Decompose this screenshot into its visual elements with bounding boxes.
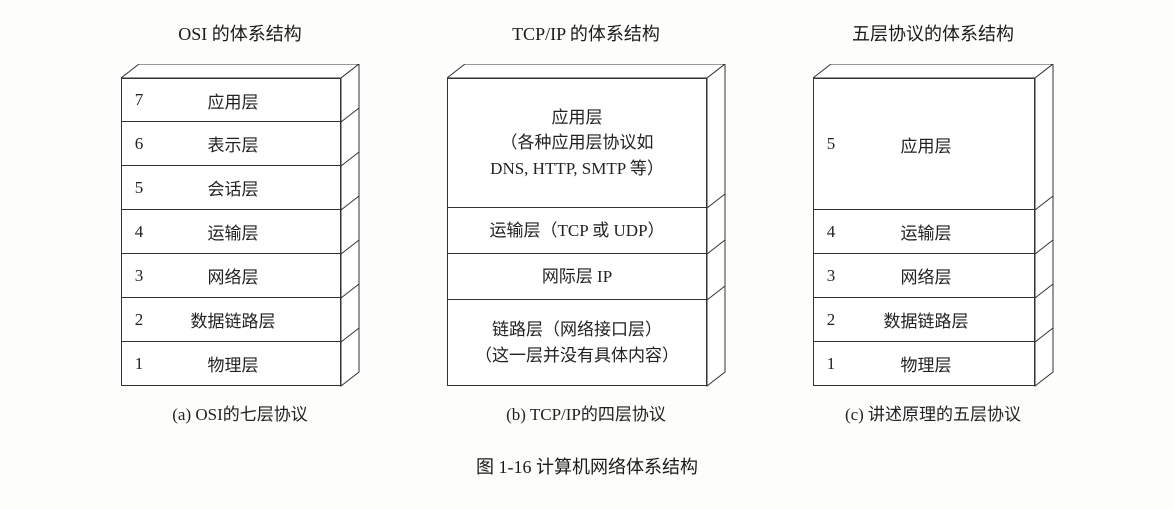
stack-title: 五层协议的体系结构	[852, 20, 1014, 46]
stack-3d: 应用层（各种应用层协议如DNS, HTTP, SMTP 等） 运输层（TCP 或 …	[447, 64, 725, 386]
layer-label: 网络层	[848, 263, 1034, 288]
sub-caption: (b) TCP/IP的四层协议	[506, 400, 666, 425]
layer-label: 链路层（网络接口层）（这一层并没有具体内容）	[448, 317, 706, 368]
layers-front: 应用层（各种应用层协议如DNS, HTTP, SMTP 等） 运输层（TCP 或 …	[447, 78, 707, 386]
layers-front: 7应用层6表示层5会话层4运输层3网络层2数据链路层1物理层	[121, 78, 341, 386]
layer-label: 物理层	[156, 351, 340, 376]
layer: 2数据链路层	[813, 298, 1035, 342]
stack-3d: 5应用层4运输层3网络层2数据链路层1物理层	[813, 64, 1053, 386]
layer-label: 运输层	[156, 219, 340, 244]
stacks-container: OSI 的体系结构7应用层6表示层5会话层4运输层3网络层2数据链路层1物理层(…	[0, 0, 1174, 435]
stack-osi: OSI 的体系结构7应用层6表示层5会话层4运输层3网络层2数据链路层1物理层(…	[121, 20, 359, 425]
layer-number: 1	[814, 354, 848, 374]
layer-label: 表示层	[156, 131, 340, 156]
layer: 5会话层	[121, 166, 341, 210]
layer: 应用层（各种应用层协议如DNS, HTTP, SMTP 等）	[447, 78, 707, 208]
layer: 5应用层	[813, 78, 1035, 210]
layer-label: 运输层	[848, 219, 1034, 244]
layer-number: 5	[122, 178, 156, 198]
layer: 3网络层	[121, 254, 341, 298]
stack-five: 五层协议的体系结构5应用层4运输层3网络层2数据链路层1物理层(c) 讲述原理的…	[813, 20, 1053, 425]
layer-number: 3	[814, 266, 848, 286]
layer-number: 2	[814, 310, 848, 330]
layer-label: 应用层	[848, 132, 1034, 157]
layer-label: 网络层	[156, 263, 340, 288]
stack-tcpip: TCP/IP 的体系结构应用层（各种应用层协议如DNS, HTTP, SMTP …	[447, 20, 725, 425]
layers-front: 5应用层4运输层3网络层2数据链路层1物理层	[813, 78, 1035, 386]
layer-label: 物理层	[848, 351, 1034, 376]
layer-number: 4	[122, 222, 156, 242]
layer-label: 网际层 IP	[448, 264, 706, 290]
layer: 7应用层	[121, 78, 341, 122]
sub-caption: (a) OSI的七层协议	[172, 400, 308, 425]
figure-caption: 图 1-16 计算机网络体系结构	[0, 453, 1174, 479]
layer: 4运输层	[121, 210, 341, 254]
layer: 2数据链路层	[121, 298, 341, 342]
layer-number: 4	[814, 222, 848, 242]
layer: 1物理层	[813, 342, 1035, 386]
layer-label: 运输层（TCP 或 UDP）	[448, 218, 706, 244]
layer-number: 1	[122, 354, 156, 374]
layer: 4运输层	[813, 210, 1035, 254]
layer-number: 2	[122, 310, 156, 330]
layer: 1物理层	[121, 342, 341, 386]
stack-title: TCP/IP 的体系结构	[512, 20, 660, 46]
layer-label: 数据链路层	[848, 307, 1034, 332]
stack-3d: 7应用层6表示层5会话层4运输层3网络层2数据链路层1物理层	[121, 64, 359, 386]
layer: 运输层（TCP 或 UDP）	[447, 208, 707, 254]
layer-number: 3	[122, 266, 156, 286]
layer-number: 6	[122, 134, 156, 154]
layer-number: 7	[122, 90, 156, 110]
layer-label: 应用层	[156, 88, 340, 113]
layer-label: 会话层	[156, 175, 340, 200]
sub-caption: (c) 讲述原理的五层协议	[845, 400, 1021, 425]
layer-label: 应用层（各种应用层协议如DNS, HTTP, SMTP 等）	[448, 105, 706, 182]
stack-title: OSI 的体系结构	[178, 20, 302, 46]
layer-number: 5	[814, 134, 848, 154]
layer-label: 数据链路层	[156, 307, 340, 332]
layer: 6表示层	[121, 122, 341, 166]
layer: 网际层 IP	[447, 254, 707, 300]
layer: 链路层（网络接口层）（这一层并没有具体内容）	[447, 300, 707, 386]
layer: 3网络层	[813, 254, 1035, 298]
